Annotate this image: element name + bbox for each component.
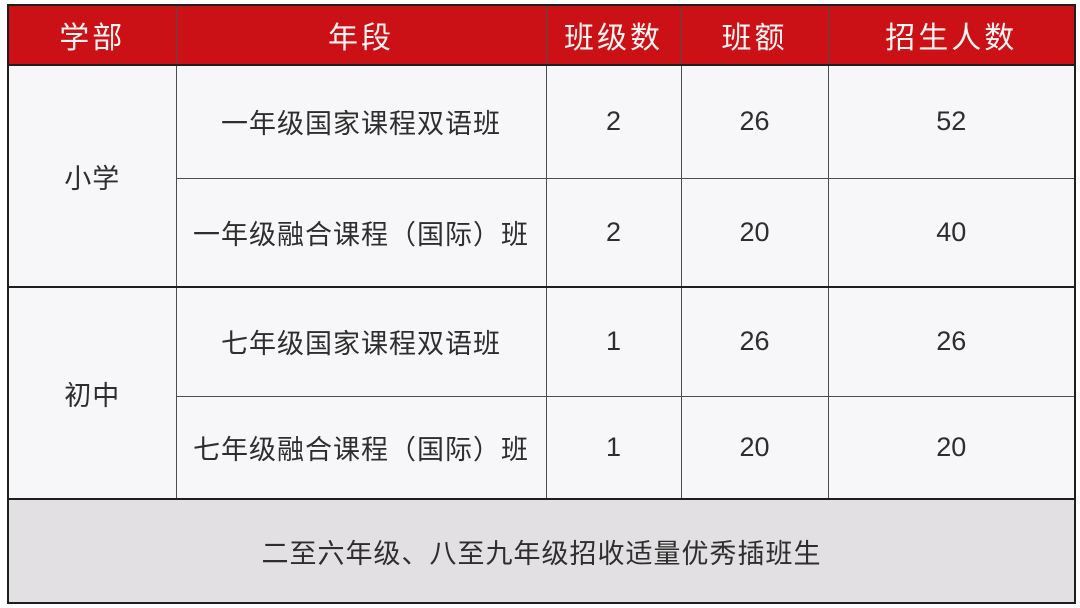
enrollment-table-container: 学部 年段 班级数 班额 招生人数 小学 一年级国家课程双语班 2 26 52 … xyxy=(7,4,1076,604)
header-cell-class-count: 班级数 xyxy=(545,4,682,66)
footer-note-row: 二至六年级、八至九年级招收适量优秀插班生 xyxy=(7,498,1076,604)
class-count-cell: 1 xyxy=(545,286,682,397)
grade-cell: 一年级国家课程双语班 xyxy=(175,64,547,179)
class-size-cell: 26 xyxy=(680,286,829,397)
class-count-cell: 1 xyxy=(545,395,682,500)
enrollment-cell: 40 xyxy=(827,177,1076,288)
enrollment-table: 学部 年段 班级数 班额 招生人数 小学 一年级国家课程双语班 2 26 52 … xyxy=(7,4,1076,604)
enrollment-cell: 52 xyxy=(827,64,1076,179)
table-row: 七年级融合课程（国际）班 1 20 20 xyxy=(8,395,1076,500)
header-cell-enrollment: 招生人数 xyxy=(827,4,1076,66)
class-size-cell: 20 xyxy=(680,177,829,288)
header-cell-grade: 年段 xyxy=(175,4,547,66)
grade-cell: 七年级融合课程（国际）班 xyxy=(175,395,547,500)
class-count-cell: 2 xyxy=(545,64,682,179)
header-cell-class-size: 班额 xyxy=(680,4,829,66)
grade-cell: 七年级国家课程双语班 xyxy=(175,286,547,397)
enrollment-cell: 26 xyxy=(827,286,1076,397)
class-size-cell: 20 xyxy=(680,395,829,500)
table-header-row: 学部 年段 班级数 班额 招生人数 xyxy=(7,4,1076,66)
department-cell-primary: 小学 xyxy=(7,64,177,288)
table-row: 初中 七年级国家课程双语班 1 26 26 xyxy=(7,286,1076,500)
footer-note: 二至六年级、八至九年级招收适量优秀插班生 xyxy=(7,498,1076,604)
table-row: 小学 一年级国家课程双语班 2 26 52 xyxy=(7,64,1076,288)
class-count-cell: 2 xyxy=(545,177,682,288)
grade-cell: 一年级融合课程（国际）班 xyxy=(175,177,547,288)
department-cell-middle: 初中 xyxy=(7,286,177,500)
class-size-cell: 26 xyxy=(680,64,829,179)
table-row: 一年级融合课程（国际）班 2 20 40 xyxy=(8,177,1076,288)
enrollment-cell: 20 xyxy=(827,395,1076,500)
header-cell-department: 学部 xyxy=(7,4,177,66)
